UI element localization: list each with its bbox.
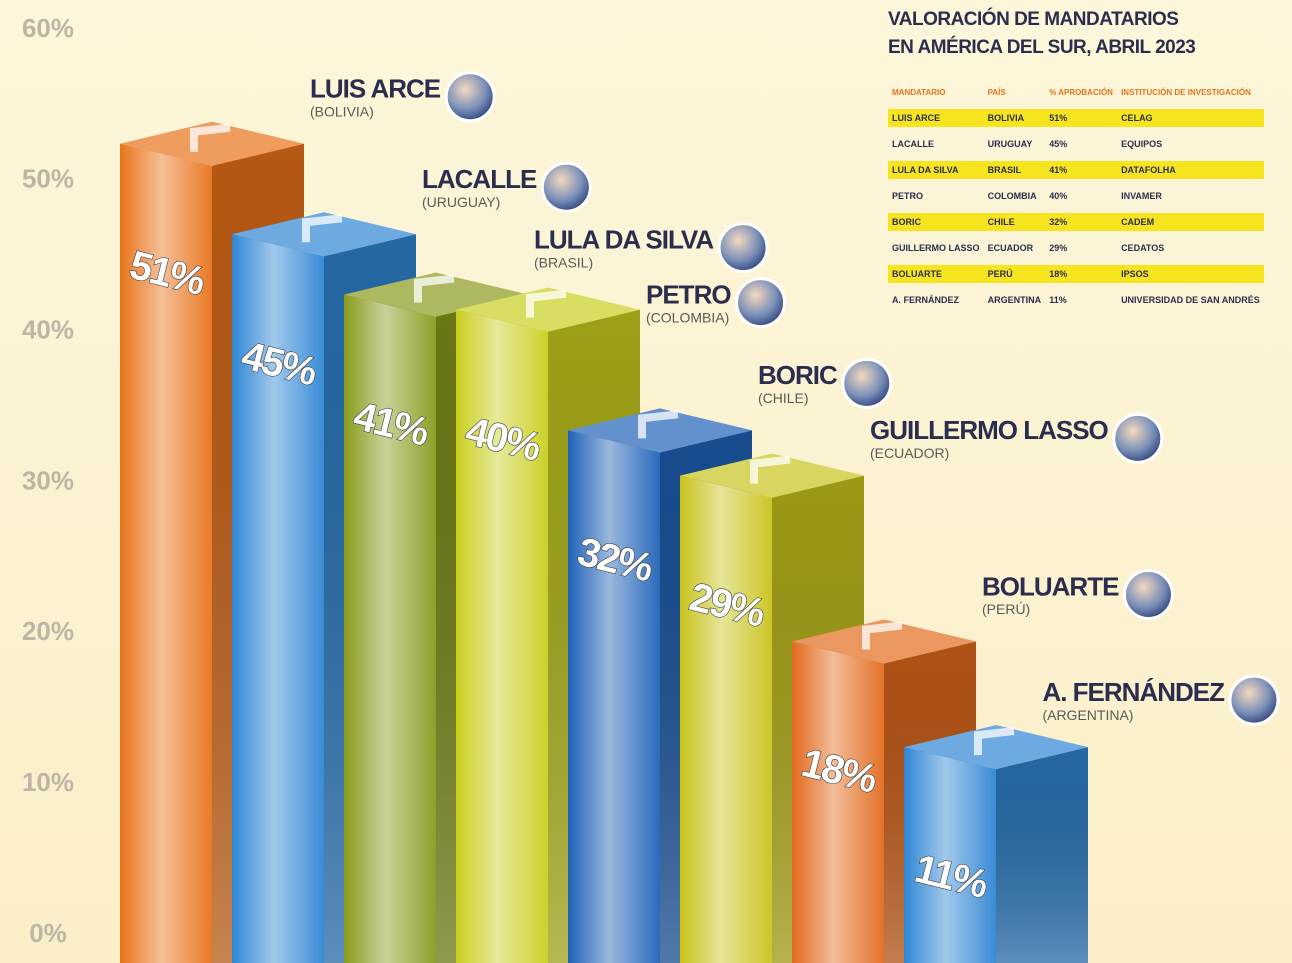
y-tick-label: 30% (22, 465, 74, 495)
table-cell: 32% (1045, 213, 1117, 231)
country-label: (BRASIL) (534, 254, 593, 270)
bar-front-gloss (568, 430, 660, 963)
table-cell: 18% (1045, 265, 1117, 283)
y-tick-label: 20% (22, 616, 74, 646)
category-label: A. FERNÁNDEZ (1042, 677, 1225, 707)
country-label: (COLOMBIA) (646, 309, 729, 325)
table-cell: BRASIL (984, 161, 1046, 179)
table-cell: 41% (1045, 161, 1117, 179)
table-cell: 40% (1045, 187, 1117, 205)
bar-front-gloss (792, 642, 884, 963)
y-tick-label: 50% (22, 164, 74, 194)
table-cell: CHILE (984, 213, 1046, 231)
table-header-cell: PAÍS (984, 84, 1046, 101)
table-cell: CADEM (1117, 213, 1264, 231)
y-tick-label: 40% (22, 315, 74, 345)
category-label: BORIC (758, 360, 838, 390)
table-cell: 29% (1045, 239, 1117, 257)
avatar (719, 224, 767, 272)
avatar (737, 279, 785, 327)
category-label: LULA DA SILVA (534, 224, 714, 254)
table-cell: URUGUAY (984, 135, 1046, 153)
bar-front-gloss (456, 310, 548, 963)
table-cell: CEDATOS (1117, 239, 1264, 257)
table-cell: A. FERNÁNDEZ (888, 291, 984, 309)
country-label: (ECUADOR) (870, 445, 949, 461)
table-cell: COLOMBIA (984, 187, 1046, 205)
category-label: BOLUARTE (982, 571, 1119, 601)
table-cell: PETRO (888, 187, 984, 205)
page: 0%10%20%30%40%50%60%51%LUIS ARCE(BOLIVIA… (0, 0, 1292, 963)
category-label: LUIS ARCE (310, 74, 441, 104)
y-tick-label: 60% (22, 13, 74, 43)
table-title: EN AMÉRICA DEL SUR, ABRIL 2023 (888, 34, 1264, 62)
table-header-cell: INSTITUCIÓN DE INVESTIGACIÓN (1117, 84, 1264, 101)
table-cell: EQUIPOS (1117, 135, 1264, 153)
table-cell: 11% (1045, 291, 1117, 309)
avatar (843, 359, 891, 407)
y-tick-label: 10% (22, 767, 74, 797)
bar-front-gloss (344, 295, 436, 963)
country-label: (BOLIVIA) (310, 103, 374, 119)
avatar (1124, 571, 1172, 619)
table-cell: 45% (1045, 135, 1117, 153)
table-cell: LULA DA SILVA (888, 161, 984, 179)
table-header-cell: % APROBACIÓN (1045, 84, 1117, 101)
bar-side-fade (996, 747, 1088, 963)
summary-table: VALORACIÓN DE MANDATARIOS EN AMÉRICA DEL… (888, 6, 1264, 317)
table-cell: DATAFOLHA (1117, 161, 1264, 179)
table-cell: UNIVERSIDAD DE SAN ANDRÉS (1117, 291, 1264, 309)
table-cell: ECUADOR (984, 239, 1046, 257)
avatar (542, 163, 590, 211)
table-cell: 51% (1045, 109, 1117, 127)
table-cell: LUIS ARCE (888, 109, 984, 127)
table-cell: ARGENTINA (984, 291, 1046, 309)
avatar (446, 73, 494, 121)
table-cell: BOLUARTE (888, 265, 984, 283)
country-label: (URUGUAY) (422, 194, 500, 210)
table-cell: BORIC (888, 213, 984, 231)
country-label: (PERÚ) (982, 601, 1030, 617)
table-header-cell: MANDATARIO (888, 84, 984, 101)
category-label: LACALLE (422, 164, 537, 194)
table-cell: BOLIVIA (984, 109, 1046, 127)
category-label: PETRO (646, 279, 731, 309)
bar-front-gloss (680, 476, 772, 963)
table-cell: LACALLE (888, 135, 984, 153)
country-label: (CHILE) (758, 390, 809, 406)
table-cell: PERÚ (984, 265, 1046, 283)
country-label: (ARGENTINA) (1042, 707, 1133, 723)
avatar (1114, 414, 1162, 462)
table-cell: CELAG (1117, 109, 1264, 127)
avatar (1230, 676, 1278, 724)
table-title: VALORACIÓN DE MANDATARIOS (888, 6, 1264, 34)
table-cell: INVAMER (1117, 187, 1264, 205)
category-label: GUILLERMO LASSO (870, 415, 1109, 445)
table-cell: GUILLERMO LASSO (888, 239, 984, 257)
table-cell: IPSOS (1117, 265, 1264, 283)
bar (904, 725, 1088, 963)
y-tick-label: 0% (29, 918, 67, 948)
